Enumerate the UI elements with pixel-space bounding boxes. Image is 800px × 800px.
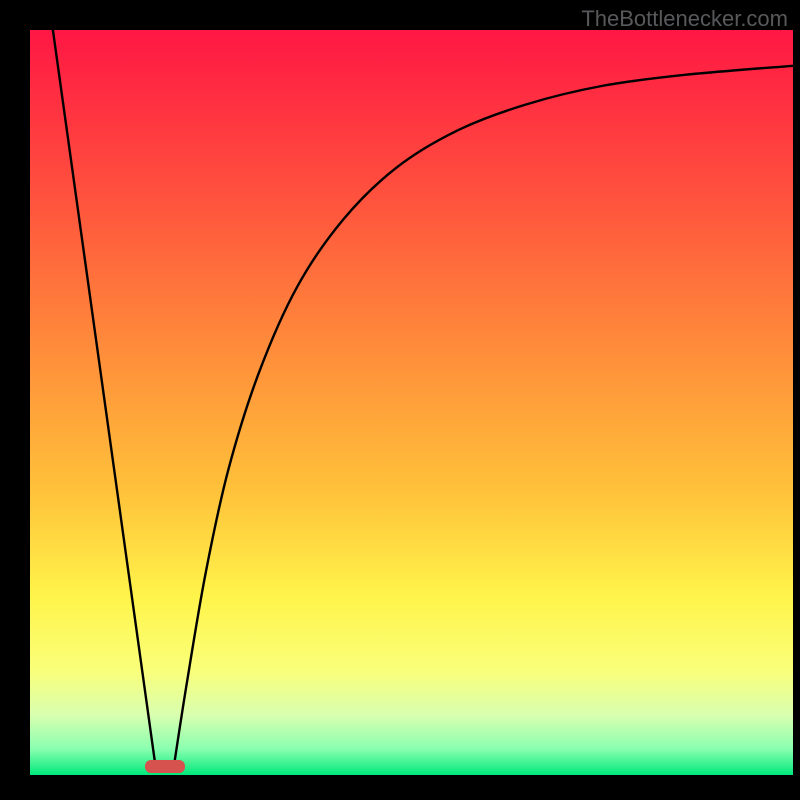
watermark-text: TheBottlenecker.com bbox=[581, 6, 788, 32]
curve-left-branch bbox=[53, 30, 156, 769]
bottleneck-curve bbox=[30, 30, 793, 775]
minimum-marker bbox=[145, 760, 185, 773]
curve-right-branch bbox=[173, 66, 793, 769]
chart-plot-area bbox=[30, 30, 793, 775]
